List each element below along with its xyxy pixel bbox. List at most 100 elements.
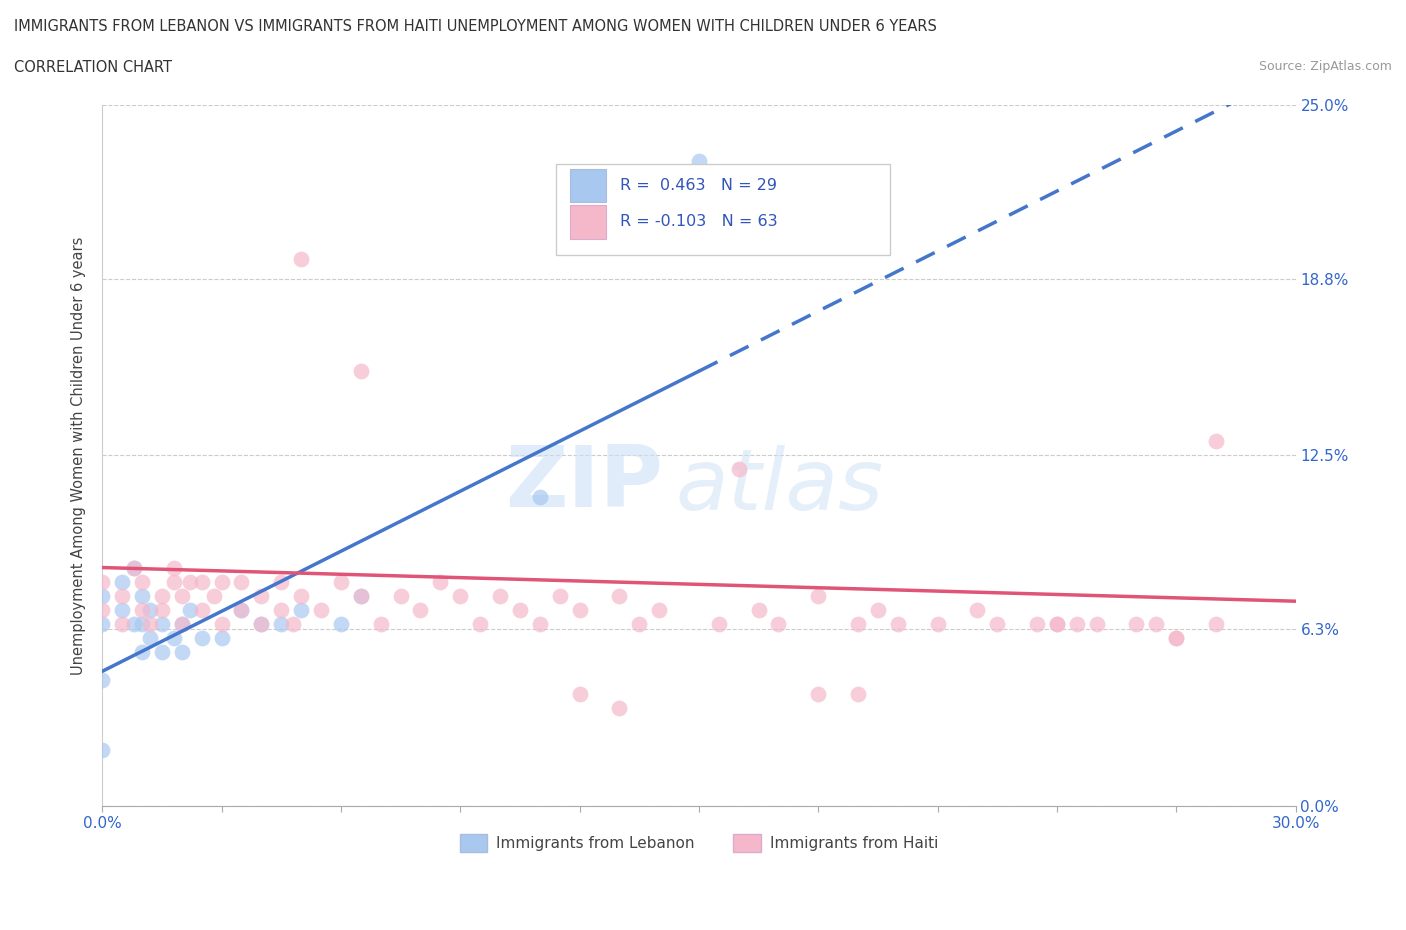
Point [1085,617,1108,631]
Point [250,617,273,631]
Point [329,574,352,589]
Point [628,617,651,631]
Point [111,588,134,603]
Point [568,686,591,701]
Point [449,588,471,603]
Point [350,364,373,379]
Point [190,574,212,589]
Point [290,602,312,617]
Point [329,617,352,631]
Point [139,617,162,631]
Point [170,617,193,631]
Point [548,588,571,603]
Point [1046,617,1069,631]
Point [1205,617,1227,631]
Point [887,617,910,631]
Y-axis label: Unemployment Among Women with Children Under 6 years: Unemployment Among Women with Children U… [72,236,86,674]
Point [122,560,145,575]
Point [231,602,253,617]
Point [350,588,373,603]
Point [139,631,162,645]
Point [290,251,312,266]
Point [150,602,173,617]
Text: Source: ZipAtlas.com: Source: ZipAtlas.com [1258,60,1392,73]
Point [131,644,153,659]
Legend: Immigrants from Lebanon, Immigrants from Haiti: Immigrants from Lebanon, Immigrants from… [454,828,945,858]
Point [270,602,292,617]
Point [122,560,145,575]
Point [866,602,889,617]
Point [150,617,173,631]
Point [190,631,212,645]
Point [91,742,114,757]
Point [111,617,134,631]
Point [111,574,134,589]
Point [231,574,253,589]
Point [91,617,114,631]
Text: R = -0.103   N = 63: R = -0.103 N = 63 [620,214,778,230]
Point [131,617,153,631]
Point [748,602,770,617]
Point [409,602,432,617]
Point [807,686,830,701]
Point [290,588,312,603]
Point [170,617,193,631]
Point [986,617,1008,631]
Text: IMMIGRANTS FROM LEBANON VS IMMIGRANTS FROM HAITI UNEMPLOYMENT AMONG WOMEN WITH C: IMMIGRANTS FROM LEBANON VS IMMIGRANTS FR… [14,19,936,33]
Point [91,588,114,603]
Point [1046,617,1069,631]
Point [131,574,153,589]
Point [131,602,153,617]
Point [1066,617,1088,631]
Point [211,631,233,645]
Point [211,574,233,589]
Point [807,588,830,603]
Point [139,602,162,617]
Point [131,588,153,603]
Point [648,602,671,617]
Point [927,617,949,631]
Point [150,588,173,603]
Point [846,617,869,631]
Point [350,588,373,603]
Point [529,617,551,631]
Point [250,617,273,631]
Point [202,588,225,603]
Point [1166,631,1188,645]
Point [91,602,114,617]
Point [250,588,273,603]
Point [1125,617,1147,631]
Text: ZIP: ZIP [505,442,664,525]
Point [179,574,201,589]
Point [170,588,193,603]
Point [1205,434,1227,449]
Point [509,602,531,617]
Point [309,602,332,617]
Point [1144,617,1167,631]
Point [91,672,114,687]
Text: atlas: atlas [675,445,883,528]
Point [707,617,730,631]
FancyBboxPatch shape [555,165,890,256]
Point [370,617,392,631]
Point [231,602,253,617]
Point [170,644,193,659]
Point [529,490,551,505]
Point [111,602,134,617]
Point [727,462,749,477]
Point [688,153,710,168]
Point [270,617,292,631]
Point [1026,617,1049,631]
Point [468,617,491,631]
Text: R =  0.463   N = 29: R = 0.463 N = 29 [620,178,778,193]
Point [607,700,630,715]
Point [283,617,305,631]
Point [91,574,114,589]
Point [607,588,630,603]
Text: CORRELATION CHART: CORRELATION CHART [14,60,172,75]
Point [1166,631,1188,645]
Point [163,574,186,589]
Point [768,617,790,631]
Point [489,588,512,603]
Point [122,617,145,631]
